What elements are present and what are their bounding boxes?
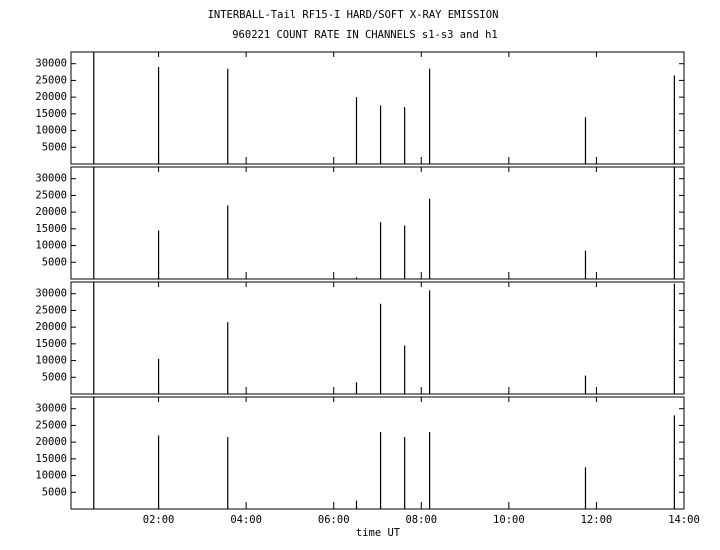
y-tick-label: 5000 [42,256,67,268]
y-tick-label: 30000 [35,403,67,415]
y-tick-label: 20000 [35,91,67,103]
x-tick-label: 14:00 [668,514,700,526]
y-tick-label: 15000 [35,338,67,350]
y-tick-label: 25000 [35,189,67,201]
y-tick-label: 10000 [35,125,67,137]
panel-frame [70,51,685,165]
x-tick-label: 06:00 [318,514,350,526]
y-tick-label: 20000 [35,321,67,333]
y-tick-label: 15000 [35,453,67,465]
chart-subtitle: 960221 COUNT RATE IN CHANNELS s1-s3 and … [232,29,498,41]
y-tick-label: 25000 [35,74,67,86]
panel-frame [70,281,685,395]
x-tick-label: 08:00 [405,514,437,526]
y-tick-label: 25000 [35,419,67,431]
y-tick-label: 15000 [35,108,67,120]
y-tick-label: 10000 [35,240,67,252]
panel-frame [70,396,685,510]
y-tick-label: 30000 [35,173,67,185]
y-tick-label: 20000 [35,206,67,218]
chart-title: INTERBALL-Tail RF15-I HARD/SOFT X-RAY EM… [208,9,499,21]
y-tick-label: 30000 [35,288,67,300]
y-tick-label: 20000 [35,436,67,448]
y-tick-label: 5000 [42,486,67,498]
x-tick-label: 04:00 [230,514,262,526]
y-tick-label: 5000 [42,371,67,383]
x-tick-label: 10:00 [493,514,525,526]
panel-frame [70,166,685,280]
y-tick-label: 25000 [35,304,67,316]
y-tick-label: 15000 [35,223,67,235]
x-axis-label: time UT [356,527,401,539]
y-tick-label: 30000 [35,58,67,70]
x-tick-label: 12:00 [581,514,613,526]
y-tick-label: 10000 [35,470,67,482]
y-tick-label: 5000 [42,141,67,153]
y-tick-label: 10000 [35,355,67,367]
x-tick-label: 02:00 [143,514,175,526]
